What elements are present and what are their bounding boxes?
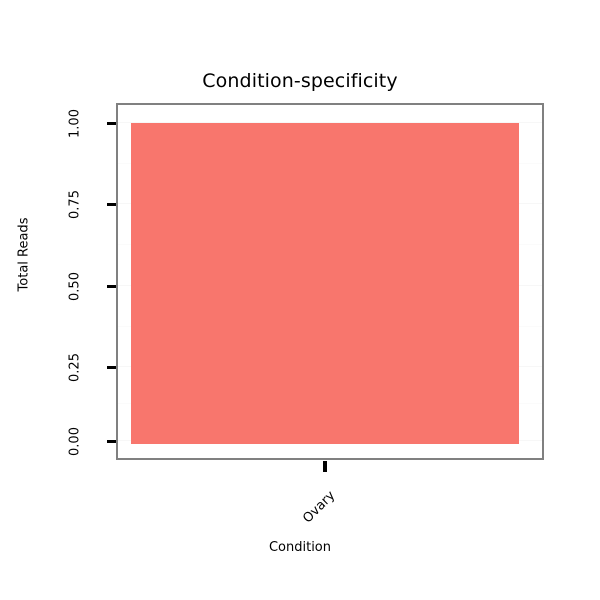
y-tick-mark-3: [107, 203, 116, 206]
bar-ovary: [131, 123, 519, 444]
y-axis-title: Total Reads: [16, 217, 32, 292]
y-tick-label-0: 0.00: [67, 427, 83, 456]
y-tick-label-3: 0.75: [67, 190, 83, 219]
y-tick-mark-0: [107, 440, 116, 443]
plot-area: [118, 105, 542, 458]
chart-title: Condition-specificity: [202, 70, 398, 92]
y-tick-label-2: 0.50: [67, 272, 83, 301]
y-tick-mark-4: [107, 122, 116, 125]
gridline-major-4: [118, 122, 542, 123]
y-tick-label-4: 1.00: [67, 109, 83, 138]
y-tick-mark-2: [107, 285, 116, 288]
y-tick-label-1: 0.25: [67, 353, 83, 382]
x-axis-title: Condition: [268, 540, 332, 555]
y-tick-mark-1: [107, 366, 116, 369]
plot-panel: [116, 103, 544, 460]
x-tick-mark-0: [323, 461, 327, 472]
